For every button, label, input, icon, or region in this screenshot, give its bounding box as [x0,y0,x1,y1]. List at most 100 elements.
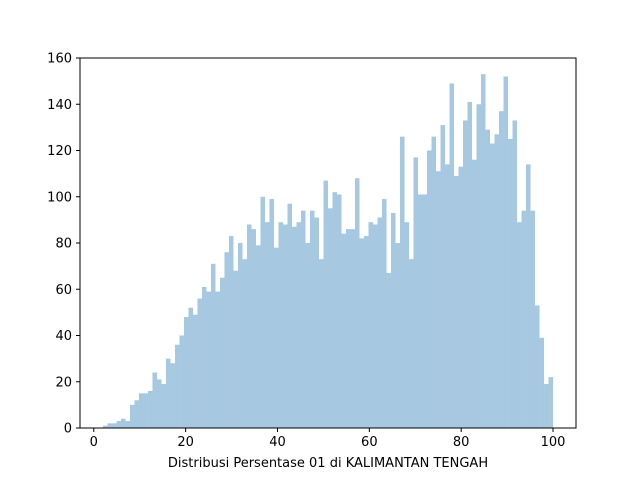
y-tick-label: 160 [47,52,72,67]
histogram-bar [467,101,473,428]
histogram-bar [255,245,261,428]
histogram-bar [440,125,446,428]
y-tick-label: 40 [55,329,72,344]
histogram-bar [147,391,153,428]
histogram-bar [273,247,279,429]
histogram-bar [129,404,135,429]
histogram-bars [102,74,554,429]
histogram-bar [197,298,202,428]
histogram-bar [319,259,324,428]
y-tick-label: 140 [47,98,72,113]
histogram-bar [526,164,531,429]
histogram-bar [337,194,342,428]
x-tick-label: 20 [177,435,194,450]
histogram-bar [282,224,288,428]
histogram-bar [535,305,540,428]
histogram-bar [242,259,247,428]
histogram-bar [400,136,405,429]
histogram-bar [138,393,144,428]
histogram-bar [228,236,234,428]
histogram-bar [116,421,121,428]
histogram-bar [323,180,328,428]
histogram-bar [445,164,450,429]
x-tick-label: 80 [453,435,470,450]
histogram-bar [296,222,301,428]
histogram-bar [539,337,545,428]
histogram-bar [224,252,229,428]
histogram-bar [341,233,346,428]
histogram-bar [395,243,401,428]
histogram-bar [156,379,162,428]
histogram-bar [111,423,117,429]
histogram-bar [521,210,527,429]
histogram-bar [107,423,112,429]
histogram-bar [219,277,225,428]
histogram-bar [332,192,337,428]
histogram-bar [404,222,410,428]
histogram-bar [350,229,355,429]
histogram-bar [102,425,108,428]
histogram-bar [481,74,486,428]
histogram-bar [431,136,437,429]
histogram-bar [427,150,432,428]
histogram-bar [359,238,365,428]
histogram-bar [454,175,459,428]
histogram-bar [264,222,270,428]
histogram-bar [251,229,256,429]
histogram-bar [206,291,211,428]
histogram-bar [278,222,283,428]
histogram-bar [409,259,414,428]
y-axis-ticks: 0 20 40 60 80 100 120 140 160 [47,52,80,437]
histogram-bar [291,226,297,428]
histogram-bar [188,307,193,428]
histogram-bar [377,217,383,428]
histogram-bar [418,194,423,428]
histogram-bar [179,335,184,428]
histogram-bar [174,344,180,428]
histogram-bar [346,229,351,429]
histogram-bar [183,317,189,428]
x-axis-ticks: 0 20 40 60 80 100 [90,428,566,450]
histogram-bar [210,263,216,428]
histogram-bar [233,270,238,428]
histogram-bar [544,384,549,428]
histogram-bar [391,212,396,428]
histogram-bar [436,171,441,428]
histogram-bar [386,273,392,428]
histogram-bar [517,222,522,428]
histogram-bar [287,203,292,428]
histogram-bar [314,217,319,428]
x-tick-label: 60 [361,435,378,450]
x-tick-label: 0 [90,435,98,450]
y-tick-label: 120 [47,144,72,159]
y-tick-label: 60 [55,283,72,298]
histogram-bar [310,210,315,429]
histogram-bar [530,210,536,429]
histogram-bar [269,199,274,428]
histogram-bar [161,384,166,428]
y-tick-label: 0 [64,422,72,437]
histogram-bar [143,393,148,428]
histogram-bar [373,224,378,428]
y-tick-label: 100 [47,190,72,205]
histogram-bar [463,120,468,428]
histogram-bar [458,166,464,428]
histogram-bar [422,194,428,428]
histogram-bar [413,157,419,428]
x-tick-label: 100 [541,435,566,450]
histogram-bar [512,120,518,428]
histogram-bar [476,104,482,428]
histogram-bar [355,178,360,428]
histogram-bar [499,111,504,428]
histogram-bar [201,286,207,428]
histogram-bar [328,208,333,428]
histogram-bar [305,243,310,428]
histogram-bar [170,363,175,428]
histogram-bar [364,236,369,428]
histogram-bar [490,143,495,428]
histogram-bar [508,138,513,428]
histogram-bar [260,196,265,428]
histogram-bar [494,134,500,428]
y-tick-label: 20 [55,375,72,390]
histogram-bar [125,421,130,428]
